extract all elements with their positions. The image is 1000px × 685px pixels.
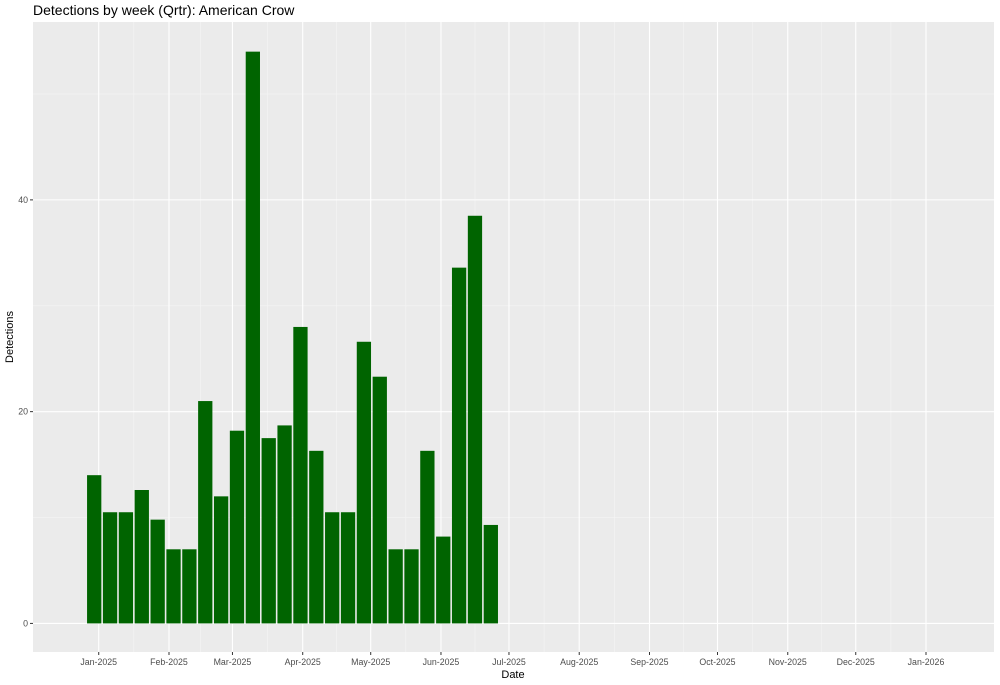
bar [134,490,149,624]
bar [198,401,213,624]
x-tick-label: May-2025 [351,657,390,667]
x-tick-label: Nov-2025 [769,657,807,667]
bar [388,549,403,624]
bar [356,341,372,624]
bar [229,430,245,624]
bar [483,524,498,624]
x-tick-label: Jan-2026 [908,657,945,667]
x-tick-label: Jan-2025 [80,657,117,667]
x-tick-label: Mar-2025 [214,657,252,667]
y-axis-title: Detections [4,311,16,363]
y-axis: 0 20 40 [18,195,33,628]
bar [150,519,165,624]
x-tick-label: Jun-2025 [423,657,460,667]
bar [436,536,451,624]
bar [467,215,483,624]
x-axis: Jan-2025 Feb-2025 Mar-2025 Apr-2025 May-2025… [80,652,944,667]
bar [118,512,134,624]
bar [277,425,292,624]
y-tick-label: 40 [18,195,28,205]
y-tick-label: 20 [18,407,28,417]
plot-panel [33,22,994,652]
bar [404,549,419,624]
bar [325,512,340,624]
bar [166,549,181,624]
bar [420,450,435,624]
chart-title: Detections by week (Qrtr): American Crow [33,2,295,18]
x-tick-label: Apr-2025 [285,657,321,667]
bar [213,496,229,624]
bar [87,475,102,624]
x-tick-label: Jul-2025 [492,657,526,667]
y-tick-label: 0 [23,618,28,628]
bar [340,512,356,624]
bar [102,512,118,624]
bar [245,51,260,624]
bar [182,549,197,624]
bars [87,51,498,624]
bar [451,267,467,624]
x-tick-label: Sep-2025 [630,657,668,667]
x-tick-label: Dec-2025 [837,657,875,667]
bar [372,376,387,624]
x-tick-label: Feb-2025 [150,657,188,667]
x-axis-title: Date [501,669,524,681]
x-tick-label: Oct-2025 [699,657,735,667]
bar [261,438,276,624]
x-tick-label: Aug-2025 [560,657,598,667]
bar [309,450,324,624]
bar [293,326,308,624]
